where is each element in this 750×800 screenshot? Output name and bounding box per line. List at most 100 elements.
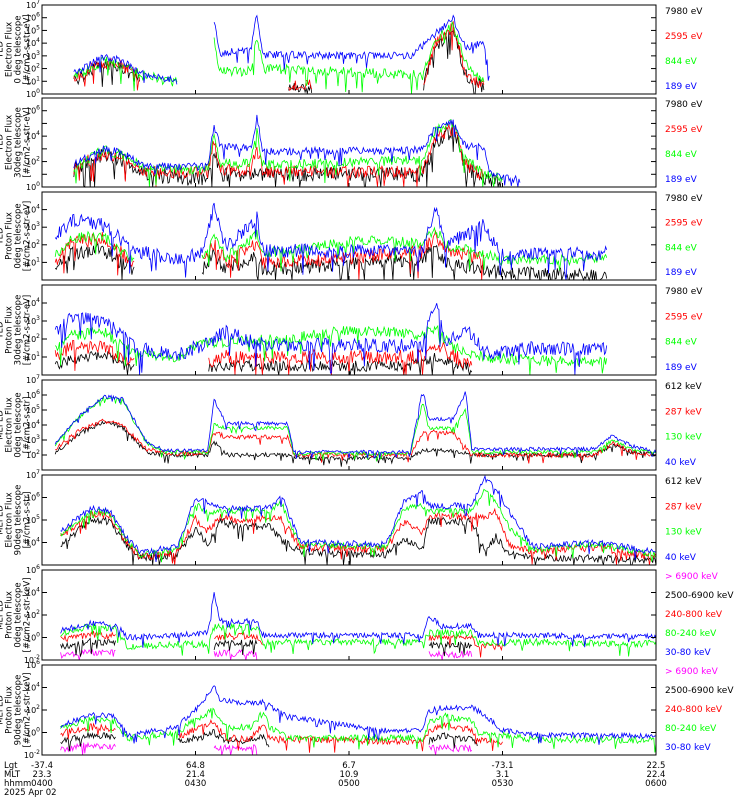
- y-tick-label: 105: [26, 404, 40, 415]
- series-40-kev-line: [54, 391, 657, 459]
- series-30-80-kev-line: [60, 592, 657, 648]
- y-tick-label: 107: [26, 374, 40, 385]
- series-844-ev-line: [73, 119, 503, 188]
- y-tick-label: 100: [26, 181, 40, 192]
- row-label-hhmm: hhmm: [4, 779, 31, 789]
- legend-entry: 189 eV: [665, 82, 698, 92]
- legend-entry: 40 keV: [665, 458, 697, 468]
- y-tick-label: 106: [26, 105, 40, 116]
- y-tick-label: 101: [26, 75, 40, 86]
- series-2500-6900-kev-line: [60, 729, 478, 752]
- legend-entry: 2500-6900 keV: [665, 686, 734, 696]
- x-tick-hhmm: 0500: [338, 779, 360, 789]
- series-130-kev-line: [60, 488, 657, 563]
- legend-entry: 130 keV: [665, 433, 702, 443]
- y-tick-label: 10-2: [24, 749, 40, 760]
- legend-entry: 2595 eV: [665, 32, 703, 42]
- y-tick-label: 102: [26, 63, 40, 74]
- series-80-240-kev-line: [60, 622, 657, 657]
- y-tick-label: 107: [26, 0, 40, 10]
- legend-entry: 2595 eV: [665, 219, 703, 229]
- legend-entry: 30-80 keV: [665, 648, 711, 658]
- y-axis-label: TEDElectron Flux30deg telescope[#/cm2-s-…: [0, 107, 33, 178]
- legend-entry: 7980 eV: [665, 100, 703, 110]
- y-tick-label: 104: [26, 419, 40, 430]
- legend-entry: 2595 eV: [665, 312, 703, 322]
- x-tick-mlt: 22.4: [647, 770, 666, 780]
- legend-entry: 844 eV: [665, 243, 698, 253]
- x-tick-mlt: 21.4: [186, 770, 205, 780]
- row-label-mlt: MLT: [4, 770, 21, 780]
- series-7980-ev-line: [73, 29, 485, 95]
- x-tick-lgt: 6.7: [342, 761, 356, 771]
- y-axis-label: MEPEDProton Flux0deg telescope[#/cm2-s-s…: [0, 578, 33, 653]
- y-tick-label: 100: [26, 88, 40, 99]
- y-tick-label: 106: [26, 389, 40, 400]
- legend-entry: 844 eV: [665, 338, 698, 348]
- series-189-ev-line: [54, 202, 608, 281]
- series-189-ev-line: [54, 303, 608, 376]
- series-6900-kev-line: [60, 648, 473, 661]
- legend-entry: 130 keV: [665, 528, 702, 538]
- legend-entry: 7980 eV: [665, 194, 703, 204]
- y-tick-label: 104: [26, 587, 40, 598]
- y-tick-label: 104: [26, 682, 40, 693]
- legend-entry: 189 eV: [665, 363, 698, 373]
- series-189-ev-line: [73, 114, 521, 188]
- y-tick-label: 106: [26, 659, 40, 670]
- y-tick-label: 106: [26, 492, 40, 503]
- y-tick-label: 105: [26, 24, 40, 35]
- legend-entry: 40 keV: [665, 553, 697, 563]
- series-130-kev-line: [54, 396, 657, 463]
- y-tick-label: 107: [26, 469, 40, 480]
- legend-entry: 7980 eV: [665, 287, 703, 297]
- y-tick-label: 103: [26, 315, 40, 326]
- x-tick-lgt: -73.1: [492, 761, 514, 771]
- y-tick-label: 104: [26, 537, 40, 548]
- series-287-kev-line: [60, 507, 657, 566]
- legend-entry: 2595 eV: [665, 125, 703, 135]
- series-2500-6900-kev-line: [60, 637, 473, 657]
- x-tick-lgt: 22.5: [647, 761, 666, 771]
- y-tick-label: 101: [26, 351, 40, 362]
- legend-entry: 240-800 keV: [665, 705, 723, 715]
- y-axis-label: TEDProton Flux0deg telescope[#/cm2-s-str…: [0, 201, 33, 271]
- legend-entry: 612 keV: [665, 382, 702, 392]
- y-tick-label: 102: [26, 449, 40, 460]
- x-tick-lgt: 64.8: [186, 761, 205, 771]
- legend-entry: 30-80 keV: [665, 743, 711, 753]
- x-tick-mlt: 10.9: [340, 770, 359, 780]
- legend-entry: 287 keV: [665, 407, 702, 417]
- series-189-ev-line: [73, 14, 490, 85]
- x-tick-mlt: 3.1: [496, 770, 510, 780]
- y-tick-label: 102: [26, 156, 40, 167]
- y-tick-label: 104: [26, 297, 40, 308]
- series-7980-ev-line: [54, 350, 473, 376]
- legend-entry: 189 eV: [665, 268, 698, 278]
- series-844-ev-line: [73, 20, 485, 95]
- y-tick-label: 104: [26, 37, 40, 48]
- row-label-lgt: Lgt: [4, 761, 18, 771]
- y-tick-label: 103: [26, 50, 40, 61]
- legend-entry: 80-240 keV: [665, 724, 717, 734]
- series-2595-ev-line: [54, 339, 473, 376]
- y-tick-label: 100: [26, 632, 40, 643]
- x-tick-lgt: -37.4: [31, 761, 53, 771]
- y-tick-label: 104: [26, 204, 40, 215]
- y-axis-label: MEPEDElectron Flux90deg telescope[#/cm2-…: [0, 485, 33, 556]
- y-tick-label: 102: [26, 239, 40, 250]
- legend-entry: 612 keV: [665, 477, 702, 487]
- legend-entry: 2500-6900 keV: [665, 591, 734, 601]
- y-tick-label: 102: [26, 333, 40, 344]
- legend-entry: 80-240 keV: [665, 629, 717, 639]
- y-tick-label: 103: [26, 434, 40, 445]
- y-axis-label: MEPEDElectron Flux0deg telescope[#/cm2-s…: [0, 392, 33, 457]
- series-80-240-kev-line: [60, 707, 657, 753]
- y-tick-label: 105: [26, 514, 40, 525]
- panel-5: 102 103 104 105 106 107 MEPEDElectron Flux0deg…: [0, 374, 702, 471]
- plot-frame: [41, 569, 657, 661]
